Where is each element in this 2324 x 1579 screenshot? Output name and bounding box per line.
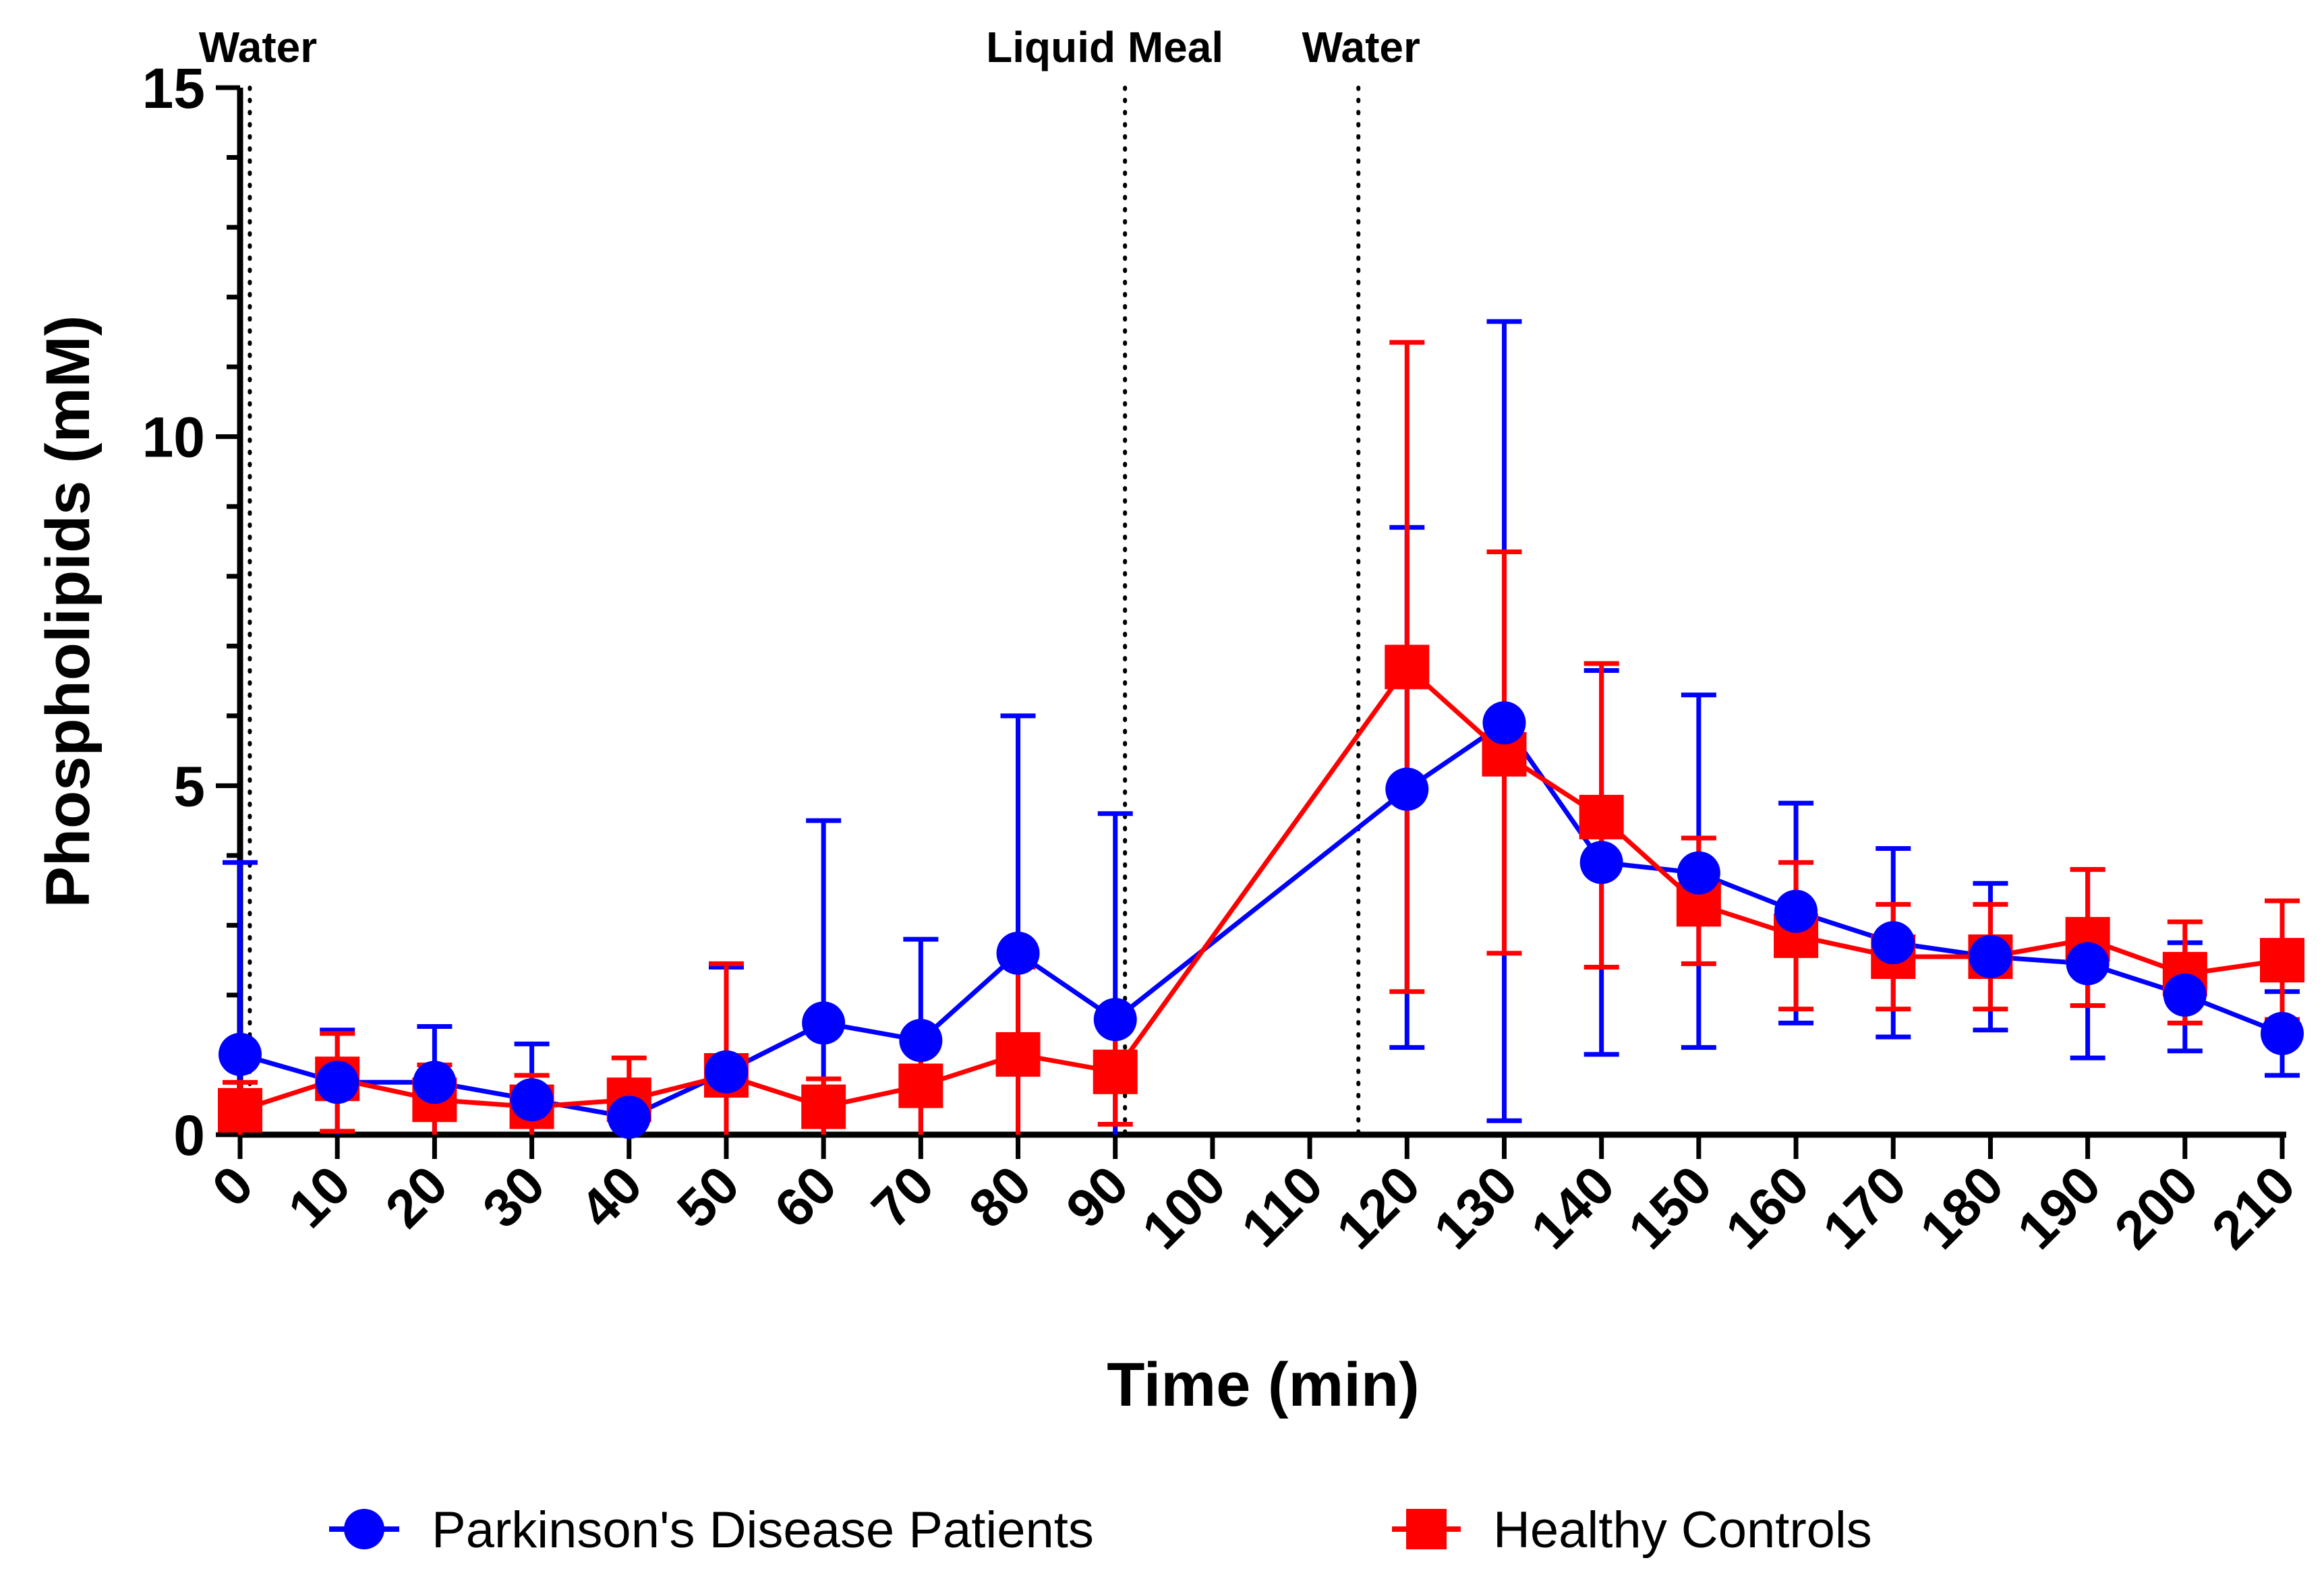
data-point bbox=[1385, 767, 1429, 811]
legend-marker-pd bbox=[344, 1509, 384, 1549]
series-line bbox=[239, 720, 2284, 1120]
data-point bbox=[899, 1019, 943, 1063]
data-point bbox=[218, 1088, 262, 1133]
x-tick-label: 170 bbox=[1811, 1154, 1917, 1260]
legend-marker-hc bbox=[1406, 1509, 1447, 1549]
annotation-label: Liquid Meal bbox=[986, 23, 1223, 71]
x-tick-label: 90 bbox=[1055, 1154, 1140, 1239]
event-annotations: Water Liquid Meal Water bbox=[199, 23, 1420, 1137]
x-tick-label: 70 bbox=[861, 1154, 946, 1239]
data-point bbox=[996, 931, 1040, 975]
data-point bbox=[1677, 851, 1720, 895]
legend: Parkinson's Disease Patients Healthy Con… bbox=[329, 1501, 1872, 1559]
x-tick-label: 140 bbox=[1519, 1154, 1625, 1260]
x-tick-label: 100 bbox=[1131, 1154, 1237, 1260]
y-tick-label: 0 bbox=[173, 1104, 205, 1167]
legend-label-pd: Parkinson's Disease Patients bbox=[432, 1501, 1094, 1559]
data-point bbox=[2163, 973, 2207, 1017]
data-point bbox=[1385, 645, 1430, 690]
x-tick-label: 210 bbox=[2201, 1154, 2306, 1260]
x-tick-label: 10 bbox=[277, 1154, 361, 1239]
x-tick-label: 60 bbox=[763, 1154, 848, 1239]
x-tick-label: 0 bbox=[201, 1154, 264, 1218]
y-tick-label: 10 bbox=[142, 406, 205, 469]
x-ticks: 0 10 20 30 40 50 60 70 80 90100110120130140150160… bbox=[201, 1135, 2306, 1260]
x-tick-label: 120 bbox=[1325, 1154, 1431, 1260]
data-point bbox=[995, 1032, 1041, 1077]
markers-pd bbox=[219, 701, 2304, 1139]
data-point bbox=[1774, 889, 1818, 933]
x-tick-label: 20 bbox=[374, 1154, 459, 1239]
data-point bbox=[704, 1050, 748, 1094]
x-tick-label: 50 bbox=[666, 1154, 751, 1239]
data-point bbox=[1093, 1049, 1138, 1094]
data-point bbox=[2066, 942, 2110, 986]
legend-label-hc: Healthy Controls bbox=[1493, 1501, 1872, 1559]
data-point bbox=[316, 1061, 359, 1104]
y-ticks: 0 5 10 15 bbox=[142, 57, 240, 1167]
y-axis-title: Phospholipids (mM) bbox=[34, 315, 103, 907]
data-point bbox=[802, 1001, 846, 1045]
data-point bbox=[219, 1032, 262, 1076]
data-point bbox=[898, 1063, 943, 1108]
data-point bbox=[2260, 938, 2304, 983]
legend-item-pd: Parkinson's Disease Patients bbox=[329, 1501, 1094, 1559]
data-point bbox=[1579, 794, 1624, 839]
x-tick-label: 80 bbox=[958, 1154, 1043, 1239]
annotation-label: Water bbox=[1302, 23, 1420, 71]
data-point bbox=[801, 1084, 846, 1129]
data-point bbox=[1093, 998, 1137, 1042]
data-point bbox=[1871, 921, 1915, 965]
series-layer bbox=[218, 319, 2304, 1139]
x-tick-label: 200 bbox=[2103, 1154, 2209, 1260]
series-line-group-pd bbox=[239, 720, 2284, 1120]
series-pd bbox=[223, 319, 2300, 1135]
y-tick-label: 5 bbox=[173, 754, 205, 818]
data-point bbox=[510, 1078, 554, 1122]
x-tick-label: 30 bbox=[471, 1154, 556, 1239]
x-tick-label: 160 bbox=[1714, 1154, 1820, 1260]
x-tick-label: 40 bbox=[569, 1154, 653, 1239]
x-axis-title: Time (min) bbox=[1107, 1350, 1419, 1419]
data-point bbox=[1482, 701, 1526, 745]
x-tick-label: 190 bbox=[2006, 1154, 2112, 1260]
data-point bbox=[1969, 934, 2012, 978]
data-point bbox=[1579, 841, 1623, 885]
x-tick-label: 180 bbox=[1909, 1154, 2014, 1260]
data-point bbox=[607, 1096, 651, 1139]
x-tick-label: 110 bbox=[1230, 1154, 1334, 1258]
data-point bbox=[413, 1061, 457, 1104]
annotation-label: Water bbox=[199, 23, 317, 71]
legend-item-hc: Healthy Controls bbox=[1392, 1501, 1872, 1559]
data-point bbox=[2261, 1011, 2304, 1055]
y-tick-label: 15 bbox=[142, 57, 205, 120]
x-tick-label: 150 bbox=[1617, 1154, 1723, 1260]
x-tick-label: 130 bbox=[1422, 1154, 1528, 1260]
